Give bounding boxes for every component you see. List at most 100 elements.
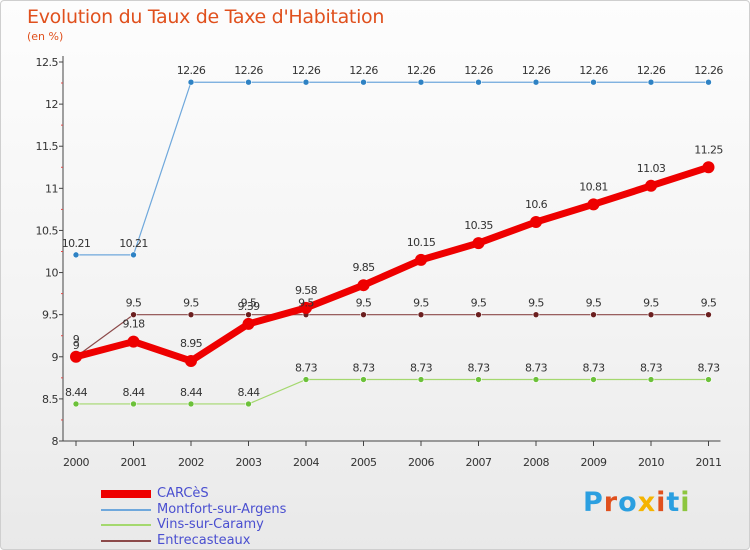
series-line bbox=[75, 81, 710, 256]
data-point bbox=[590, 311, 597, 318]
data-point bbox=[187, 400, 195, 408]
data-point bbox=[185, 354, 197, 367]
y-tick-label: 11.5 bbox=[36, 140, 59, 153]
data-label: 9.18 bbox=[122, 318, 145, 331]
data-point bbox=[130, 311, 137, 318]
data-point bbox=[300, 301, 312, 314]
chart-subtitle: (en %) bbox=[27, 30, 64, 43]
x-tick-label: 2000 bbox=[63, 456, 89, 469]
data-label: 10.6 bbox=[525, 198, 548, 211]
y-tick-label: 12.5 bbox=[36, 56, 59, 69]
y-tick-label: 12 bbox=[45, 98, 58, 111]
data-point bbox=[417, 78, 425, 86]
data-point bbox=[475, 376, 482, 383]
data-point bbox=[72, 400, 80, 408]
x-tick-label: 2002 bbox=[178, 456, 204, 469]
data-point bbox=[417, 311, 425, 318]
data-label: 9.5 bbox=[183, 297, 199, 310]
series-line bbox=[75, 378, 710, 405]
x-tick-label: 2005 bbox=[351, 456, 377, 469]
legend-swatch bbox=[101, 490, 151, 498]
data-point bbox=[360, 311, 367, 318]
data-point bbox=[360, 376, 367, 383]
data-point bbox=[647, 376, 655, 383]
data-point bbox=[72, 251, 80, 259]
data-label: 9 bbox=[73, 333, 80, 346]
data-point bbox=[357, 279, 370, 292]
y-tick-label: 9 bbox=[52, 351, 59, 364]
y-tick-label: 11 bbox=[45, 182, 58, 195]
data-label: 12.26 bbox=[177, 64, 206, 77]
data-label: 8.95 bbox=[180, 337, 203, 350]
data-label: 9.5 bbox=[126, 297, 142, 310]
data-label: 8.73 bbox=[640, 362, 663, 375]
logo-letter: i bbox=[680, 487, 691, 518]
x-tick-label: 2004 bbox=[293, 456, 319, 469]
y-tick-label: 9.5 bbox=[42, 309, 58, 322]
y-tick-label: 10.5 bbox=[36, 224, 59, 237]
data-point bbox=[130, 251, 137, 259]
data-point bbox=[245, 78, 252, 86]
data-point bbox=[587, 198, 600, 211]
x-tick-label: 2011 bbox=[696, 456, 722, 469]
data-point bbox=[242, 317, 255, 330]
data-label: 10.15 bbox=[407, 236, 436, 249]
data-point bbox=[187, 311, 195, 318]
y-tick-label: 8 bbox=[52, 435, 59, 448]
data-point bbox=[702, 161, 715, 174]
data-label: 9 bbox=[73, 339, 80, 352]
data-label: 10.21 bbox=[119, 237, 148, 250]
data-label: 12.26 bbox=[637, 64, 666, 77]
data-label: 8.73 bbox=[525, 362, 548, 375]
logo-letter: t bbox=[666, 487, 681, 518]
logo-letter: x bbox=[637, 487, 657, 518]
data-label: 12.26 bbox=[522, 64, 551, 77]
data-point bbox=[415, 253, 427, 266]
y-tick-label: 8.5 bbox=[42, 393, 58, 406]
legend-swatch bbox=[101, 508, 151, 511]
data-label: 12.26 bbox=[694, 64, 723, 77]
legend-swatch bbox=[101, 539, 151, 542]
data-label: 12.26 bbox=[407, 64, 436, 77]
data-point bbox=[475, 311, 482, 318]
data-point bbox=[417, 376, 425, 383]
data-point bbox=[590, 78, 597, 86]
data-label: 9.5 bbox=[528, 297, 544, 310]
x-tick-label: 2003 bbox=[236, 456, 262, 469]
data-point bbox=[532, 311, 540, 318]
data-label: 9.5 bbox=[356, 297, 372, 310]
data-label: 9.5 bbox=[701, 297, 717, 310]
data-label: 8.44 bbox=[65, 386, 88, 399]
data-point bbox=[472, 237, 485, 250]
series-line bbox=[72, 163, 712, 365]
data-point bbox=[532, 376, 540, 383]
data-label: 9.5 bbox=[643, 297, 659, 310]
x-tick-label: 2006 bbox=[408, 456, 434, 469]
data-point bbox=[130, 400, 137, 408]
data-label: 10.81 bbox=[579, 180, 608, 193]
x-tick-label: 2008 bbox=[523, 456, 549, 469]
data-label: 9.58 bbox=[295, 284, 318, 297]
legend-swatch bbox=[101, 524, 151, 526]
data-label: 9.39 bbox=[237, 300, 260, 313]
x-tick-label: 2009 bbox=[581, 456, 607, 469]
data-label: 12.26 bbox=[464, 64, 493, 77]
data-point bbox=[245, 400, 252, 408]
legend-label: CARCèS bbox=[157, 486, 209, 501]
data-point bbox=[645, 179, 657, 192]
data-label: 9.5 bbox=[413, 297, 429, 310]
data-label: 8.73 bbox=[410, 362, 433, 375]
logo-letter: P bbox=[583, 487, 604, 518]
data-label: 8.73 bbox=[467, 362, 490, 375]
data-point bbox=[475, 78, 482, 86]
legend-label: Vins-sur-Caramy bbox=[157, 517, 264, 532]
data-label: 9.85 bbox=[352, 261, 375, 274]
data-label: 8.44 bbox=[122, 386, 145, 399]
data-point bbox=[127, 335, 140, 348]
data-label: 8.73 bbox=[582, 362, 605, 375]
data-label: 11.03 bbox=[637, 162, 666, 175]
data-label: 11.25 bbox=[694, 143, 723, 156]
data-point bbox=[532, 78, 540, 86]
x-tick-label: 2010 bbox=[638, 456, 664, 469]
logo-letter: o bbox=[618, 487, 638, 518]
